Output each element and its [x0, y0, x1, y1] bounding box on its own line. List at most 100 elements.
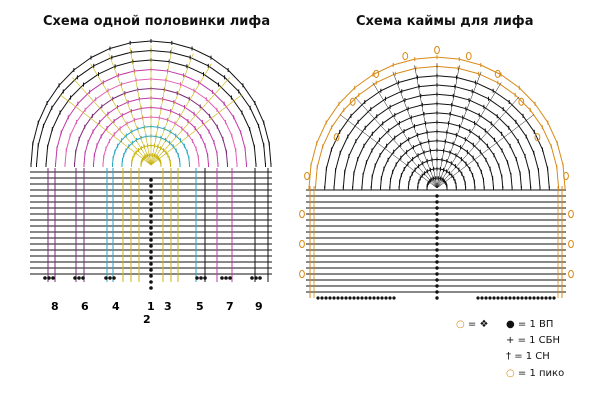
fan-arc	[403, 125, 415, 132]
fan-arc	[186, 65, 204, 75]
fan-arc	[224, 76, 240, 92]
fan-arc	[188, 98, 201, 107]
chain-dot	[108, 276, 112, 280]
fan-arc	[478, 137, 488, 147]
fan-arc	[106, 120, 115, 129]
fan-arc	[404, 95, 421, 101]
picot-mark	[568, 239, 574, 249]
fan-arc	[393, 144, 402, 153]
fan-arc	[449, 151, 457, 156]
picot-mark	[434, 45, 440, 55]
fan-arc	[406, 146, 414, 153]
chain-dot	[73, 276, 77, 280]
fan-arc	[497, 82, 516, 96]
fan-arc	[518, 87, 536, 105]
fan-spoke	[436, 82, 502, 189]
fan-arc	[364, 115, 378, 129]
fan-arc	[216, 109, 226, 123]
fan-arc	[352, 173, 355, 189]
legend-picot-text: = 1 пико	[517, 368, 565, 379]
chain-dot	[149, 226, 153, 230]
fan-arc	[524, 155, 530, 172]
fan-arc	[164, 89, 178, 94]
fan-arc	[114, 61, 133, 67]
fan-arc	[93, 56, 113, 67]
chain-dot	[368, 296, 372, 300]
fan-arc	[325, 103, 340, 123]
fan-arc	[111, 51, 132, 58]
legend-picot-eq-text: = ❖	[467, 319, 489, 330]
fan-arc	[478, 73, 499, 84]
fan-arc	[73, 57, 92, 71]
chain-dot	[149, 214, 153, 218]
fan-arc	[446, 131, 457, 136]
fan-arc	[363, 133, 373, 147]
row-number-1: 1	[147, 300, 155, 313]
fan-arc	[193, 113, 203, 123]
fan-arc	[167, 119, 176, 124]
fan-arc	[113, 114, 123, 122]
fan-arc	[101, 98, 114, 107]
fan-arc	[56, 132, 62, 149]
fan-arc	[485, 159, 491, 169]
fan-arc	[170, 110, 180, 116]
picot-mark	[568, 209, 574, 219]
fan-arc	[77, 65, 95, 78]
chain-dot	[435, 284, 439, 288]
fan-arc	[448, 122, 460, 127]
fan-arc	[339, 136, 349, 153]
fan-spoke	[436, 65, 460, 189]
fan-arc	[316, 146, 324, 168]
fan-arc	[76, 109, 86, 123]
row-number-7: 7	[226, 300, 234, 313]
fan-arc	[203, 73, 219, 85]
fan-arc	[371, 122, 384, 135]
fan-arc	[238, 91, 251, 109]
fan-arc	[117, 101, 129, 108]
chain-dot	[435, 194, 439, 198]
fan-arc	[394, 108, 409, 116]
chain-dot	[435, 200, 439, 204]
picot-mark	[494, 69, 501, 78]
fan-arc	[46, 85, 60, 104]
fan-arc	[325, 149, 332, 169]
fan-arc	[370, 98, 386, 110]
fan-arc	[509, 145, 517, 160]
fan-arc	[65, 135, 71, 151]
fan-arc	[150, 40, 172, 44]
chain-dot	[376, 296, 380, 300]
fan-arc	[126, 119, 135, 124]
fan-arc	[150, 97, 163, 100]
chain-dot	[149, 250, 153, 254]
fan-arc	[200, 136, 206, 146]
fan-arc	[227, 69, 244, 86]
fan-arc	[167, 70, 184, 76]
chain-dot	[492, 296, 496, 300]
chain-dot	[149, 220, 153, 224]
chain-dot	[228, 276, 232, 280]
fan-arc	[105, 140, 110, 149]
fan-arc	[514, 94, 531, 111]
fan-spoke	[392, 71, 438, 189]
fan-spoke	[72, 77, 152, 166]
fan-arc	[408, 134, 418, 140]
chain-dot	[392, 296, 396, 300]
chain-dot	[435, 236, 439, 240]
fan-arc	[389, 99, 406, 108]
fan-arc	[436, 149, 444, 152]
fan-arc	[436, 140, 446, 143]
fan-arc	[427, 131, 438, 133]
chain-dot	[484, 296, 488, 300]
fan-arc	[436, 56, 460, 60]
fan-arc	[258, 125, 265, 146]
fan-arc	[441, 159, 447, 162]
chain-dot	[435, 218, 439, 222]
fan-arc	[210, 57, 229, 71]
chain-dot	[336, 296, 340, 300]
fan-arc	[456, 134, 466, 140]
fan-arc	[436, 131, 447, 133]
fan-arc	[121, 79, 137, 85]
chain-dot	[520, 296, 524, 300]
chain-dot	[500, 296, 504, 300]
fan-arc	[84, 115, 93, 128]
